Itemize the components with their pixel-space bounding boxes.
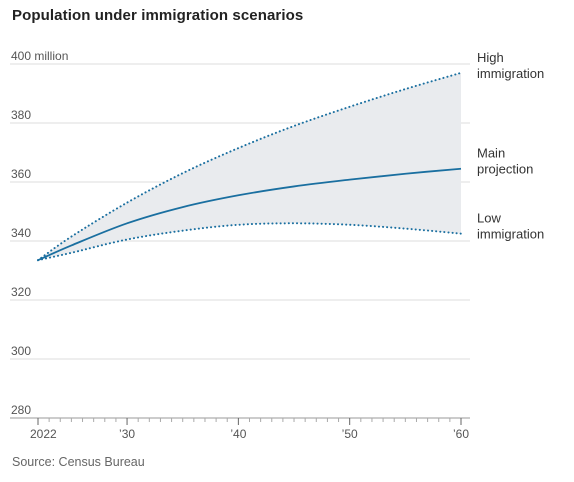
series-line-layer <box>37 71 462 262</box>
y-tick-label: 400 million <box>11 49 68 63</box>
series-label: Low <box>477 211 501 226</box>
series-line-low-immigration <box>37 222 462 262</box>
series-line-high-immigration <box>37 71 462 262</box>
y-tick-label: 300 <box>11 344 31 358</box>
x-tick-label: ’40 <box>230 427 246 441</box>
series-label: Main <box>477 146 505 161</box>
series-label: immigration <box>477 66 544 81</box>
scenario-range-band <box>38 72 461 261</box>
x-tick-label: ’50 <box>342 427 358 441</box>
series-label: High <box>477 50 504 65</box>
y-tick-label: 280 <box>11 403 31 417</box>
chart-title: Population under immigration scenarios <box>12 7 304 24</box>
y-tick-label: 360 <box>11 167 31 181</box>
x-axis-layer: 2022 ’30 ’40 ’50 ’60 <box>10 417 470 441</box>
series-label-layer: HighimmigrationMainprojectionLowimmigrat… <box>477 50 544 242</box>
y-tick-label: 320 <box>11 285 31 299</box>
series-label: immigration <box>477 227 544 242</box>
series-line-main-projection <box>37 167 462 261</box>
x-tick-label: ’30 <box>119 427 135 441</box>
x-tick-label: 2022 <box>30 427 57 441</box>
series-label: projection <box>477 162 533 177</box>
scenario-band-layer <box>38 72 461 261</box>
x-tick-label: ’60 <box>453 427 469 441</box>
source-note: Source: Census Bureau <box>12 455 145 469</box>
y-tick-label: 380 <box>11 108 31 122</box>
y-tick-label: 340 <box>11 226 31 240</box>
